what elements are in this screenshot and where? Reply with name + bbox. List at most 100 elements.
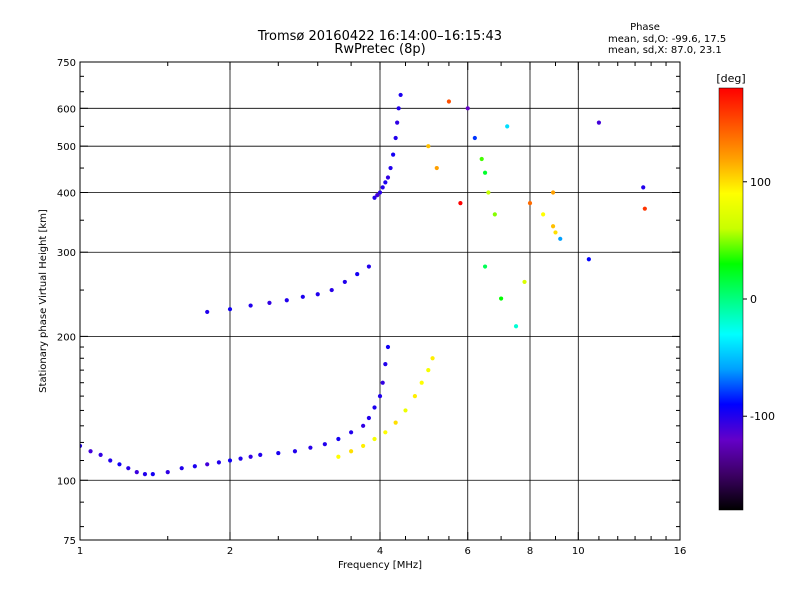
data-point-scatter_misc xyxy=(513,324,519,329)
colorbar-tick-label: 100 xyxy=(750,176,771,189)
data-point-x_mode_low xyxy=(372,436,377,442)
data-point-o_mode_low xyxy=(98,452,103,458)
y-tick-label: 300 xyxy=(57,248,76,259)
data-point-x_mode_high xyxy=(550,224,556,229)
data-point-x_mode_low xyxy=(403,408,408,413)
plot-grid xyxy=(79,62,680,540)
colorbar-unit-label: [deg] xyxy=(716,72,745,85)
data-point-scatter_misc xyxy=(465,106,470,111)
data-point-o_mode_low xyxy=(322,442,327,447)
data-point-x_mode_low xyxy=(430,356,435,361)
colorbar-ticks: 100 0 -100 xyxy=(743,176,775,423)
data-point-scatter_misc xyxy=(596,120,602,125)
phase-stat-x: mean, sd,X: 87.0, 23.1 xyxy=(608,45,722,56)
data-point-o_mode_high xyxy=(395,120,400,125)
data-point-o_mode_high xyxy=(385,175,391,180)
chart-title-line1: Tromsø 20160422 16:14:00–16:15:43 xyxy=(257,29,502,44)
data-point-o_mode_low xyxy=(336,436,341,442)
data-point-o_mode_high xyxy=(391,152,396,157)
data-point-x_mode_low xyxy=(426,368,431,373)
data-point-x_mode_high xyxy=(553,230,558,235)
data-point-o_mode_low xyxy=(372,405,377,410)
x-axis-label: Frequency [MHz] xyxy=(338,560,422,571)
data-point-scatter_misc xyxy=(446,99,452,104)
y-axis-label: Stationary phase Virtual Height [km] xyxy=(38,209,49,393)
y-tick-label: 100 xyxy=(57,476,76,487)
data-point-x_mode_high xyxy=(492,212,497,217)
data-point-e_layer xyxy=(284,298,289,303)
data-point-x_mode_high xyxy=(486,190,491,195)
data-point-o_mode_low xyxy=(292,449,298,454)
data-point-o_mode_low xyxy=(383,362,388,367)
colorbar xyxy=(718,87,744,511)
data-point-o_mode_low xyxy=(248,454,253,459)
data-point-x_mode_low xyxy=(361,443,366,449)
data-point-o_mode_high xyxy=(383,180,388,185)
data-point-scatter_misc xyxy=(482,264,488,269)
colorbar-tick-label: 0 xyxy=(750,293,757,306)
data-point-e_layer xyxy=(227,307,233,312)
data-point-x_mode_high xyxy=(482,170,488,175)
data-point-e_layer xyxy=(366,264,371,269)
data-point-o_mode_low xyxy=(238,456,243,461)
data-point-scatter_misc xyxy=(505,124,510,129)
axis-ticks: 1 2 4 6 8 10 16 75 100 200 300 400 500 600 750 xyxy=(57,58,686,557)
data-point-o_mode_low xyxy=(150,472,155,477)
data-point-e_layer xyxy=(300,294,305,299)
data-point-o_mode_low xyxy=(142,472,148,477)
data-point-x_mode_low xyxy=(349,449,354,454)
data-point-x_mode_high xyxy=(550,190,556,195)
data-point-o_mode_high xyxy=(380,185,385,190)
x-tick-label: 2 xyxy=(227,546,233,557)
data-point-o_mode_high xyxy=(377,190,383,195)
data-point-o_mode_high xyxy=(372,195,377,200)
data-point-o_mode_low xyxy=(258,452,263,458)
data-point-scatter_misc xyxy=(522,279,527,285)
y-tick-label: 600 xyxy=(57,104,76,115)
data-point-o_mode_low xyxy=(366,415,371,421)
chart-title-line2: RwPretec (8p) xyxy=(334,42,425,57)
data-point-o_mode_low xyxy=(134,470,139,475)
data-point-scatter_misc xyxy=(586,257,591,262)
data-point-o_mode_low xyxy=(385,344,391,350)
data-point-scatter_misc xyxy=(499,296,504,301)
data-points xyxy=(80,92,647,477)
data-point-e_layer xyxy=(315,292,320,297)
data-point-o_mode_low xyxy=(205,462,210,467)
data-point-o_mode_low xyxy=(80,443,83,449)
data-point-o_mode_low xyxy=(276,450,281,456)
phase-stat-o: mean, sd,O: -99.6, 17.5 xyxy=(608,34,726,45)
data-point-o_mode_low xyxy=(179,466,184,471)
data-point-scatter_misc xyxy=(558,236,563,241)
data-point-e_layer xyxy=(205,309,210,315)
data-point-o_mode_high xyxy=(393,135,398,141)
data-point-e_layer xyxy=(267,300,272,306)
data-point-o_mode_low xyxy=(126,466,131,471)
data-point-o_mode_low xyxy=(361,423,366,428)
y-tick-label: 75 xyxy=(63,536,76,547)
data-point-x_mode_low xyxy=(383,430,388,435)
data-point-x_mode_high xyxy=(426,144,431,149)
data-point-o_mode_low xyxy=(88,449,93,454)
y-tick-label: 400 xyxy=(57,188,76,199)
data-point-o_mode_low xyxy=(227,458,233,463)
data-point-scatter_misc xyxy=(527,201,533,206)
data-point-x_mode_high xyxy=(479,156,484,162)
data-point-scatter_misc xyxy=(642,206,647,211)
data-point-o_mode_high xyxy=(396,106,401,111)
data-point-e_layer xyxy=(248,303,253,308)
data-point-o_mode_low xyxy=(380,380,385,385)
x-tick-label: 4 xyxy=(377,546,383,557)
data-point-e_layer xyxy=(355,271,360,277)
data-point-o_mode_low xyxy=(216,460,221,465)
data-point-x_mode_low xyxy=(393,420,398,425)
x-tick-label: 8 xyxy=(527,546,533,557)
data-point-e_layer xyxy=(342,279,347,285)
data-point-scatter_misc xyxy=(641,185,646,190)
data-point-x_mode_high xyxy=(541,212,546,217)
x-tick-label: 16 xyxy=(674,546,687,557)
data-point-x_mode_low xyxy=(419,380,424,385)
x-tick-label: 10 xyxy=(572,546,585,557)
data-point-o_mode_high xyxy=(398,92,403,98)
